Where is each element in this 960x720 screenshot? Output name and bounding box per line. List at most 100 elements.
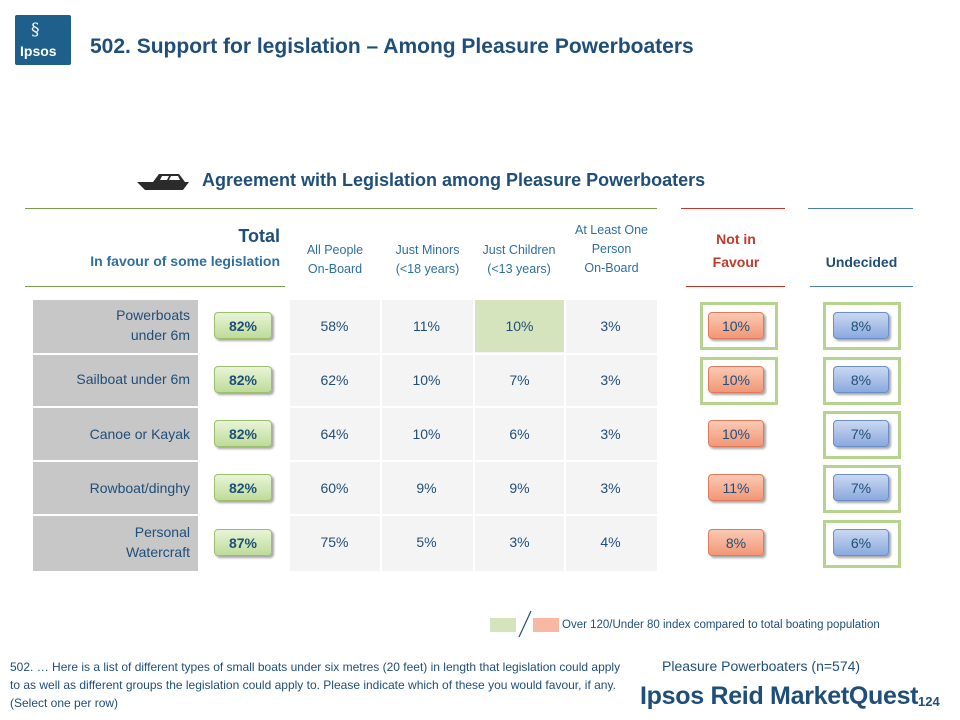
table-cell: 3% (600, 426, 621, 442)
not-in-favour-badge: 10% (708, 312, 764, 339)
row-label-personal-watercraft: Personal Watercraft (40, 522, 190, 562)
row-label-rowboat: Rowboat/dinghy (40, 478, 190, 498)
page-number: 124 (918, 694, 940, 709)
brand-logo: Ipsos Reid MarketQuest (640, 682, 919, 710)
col-header-not-in-favour: Not in Favour (686, 228, 786, 274)
table-cell: 3% (509, 534, 530, 550)
table-cell: 6% (509, 426, 530, 442)
total-heading: Total (238, 226, 280, 246)
col-header-line: Undecided (825, 254, 898, 270)
table-cell: 9% (416, 480, 437, 496)
col-header-just-minors: Just Minors (<18 years) (380, 241, 475, 279)
highlight-frame (700, 357, 778, 405)
header-rule-undecided-top (808, 208, 913, 209)
row-label-line: Rowboat/dinghy (89, 480, 190, 496)
table-cell-highlighted (475, 300, 564, 352)
table-cell: 7% (509, 372, 530, 388)
not-in-favour-badge: 8% (708, 529, 764, 556)
row-divider (33, 406, 198, 408)
highlight-frame (823, 302, 901, 350)
undecided-badge: 7% (833, 420, 889, 447)
legend-under-swatch (533, 618, 559, 632)
row-label-line: Personal (134, 524, 190, 540)
col-header-at-least-one: At Least One Person On-Board (563, 221, 660, 278)
undecided-badge: 8% (833, 312, 889, 339)
row-label-line: Sailboat under 6m (76, 371, 190, 387)
highlight-frame (823, 357, 901, 405)
logo-mark: § (31, 20, 40, 40)
col-header-line: All People (306, 243, 364, 257)
page-title: 502. Support for legislation – Among Ple… (90, 35, 694, 58)
legend-over-swatch (490, 618, 516, 632)
row-divider (290, 406, 657, 408)
total-value-badge: 82% (214, 312, 272, 339)
column-divider (380, 300, 382, 571)
total-value-badge: 87% (214, 529, 272, 556)
total-subheading: In favour of some legislation (90, 253, 280, 269)
highlight-frame (823, 465, 901, 513)
table-cell: 4% (600, 534, 621, 550)
header-rule-total (25, 286, 285, 287)
col-header-just-children: Just Children (<13 years) (473, 241, 565, 279)
col-header-line: Just Children (482, 243, 556, 257)
table-cell: 10% (412, 426, 441, 442)
row-divider (33, 353, 198, 355)
sample-size: Pleasure Powerboaters (n=574) (662, 658, 861, 674)
table-cell: 10% (505, 318, 534, 334)
row-divider (33, 460, 198, 462)
col-header-line: Just Minors (395, 243, 460, 257)
table-cell: 3% (600, 318, 621, 334)
row-divider (290, 460, 657, 462)
col-header-line: Not in (716, 231, 756, 247)
col-header-line: (<13 years) (487, 262, 551, 276)
column-divider (564, 300, 566, 571)
highlight-frame (823, 520, 901, 568)
row-divider (290, 353, 657, 355)
total-value-badge: 82% (214, 420, 272, 447)
total-value-badge: 82% (214, 366, 272, 393)
legend-text: Over 120/Under 80 index compared to tota… (562, 619, 880, 631)
table-cell: 10% (412, 372, 441, 388)
row-label-line: Canoe or Kayak (89, 426, 190, 442)
table-cell: 5% (416, 534, 437, 550)
row-label-powerboats: Powerboats under 6m (40, 305, 190, 345)
highlight-frame (700, 302, 778, 350)
table-cell: 58% (320, 318, 349, 334)
highlight-frame (823, 411, 901, 459)
row-divider (33, 514, 198, 516)
total-value-badge: 82% (214, 474, 272, 501)
not-in-favour-badge: 11% (708, 474, 764, 501)
col-header-line: At Least One (575, 223, 648, 237)
header-rule-undecided-bottom (810, 286, 913, 287)
table-cell: 64% (320, 426, 349, 442)
header-rule-main (25, 208, 657, 209)
not-in-favour-badge: 10% (708, 420, 764, 447)
table-cell: 75% (320, 534, 349, 550)
boat-icon (137, 174, 189, 190)
col-header-line: Person (591, 242, 632, 256)
undecided-badge: 7% (833, 474, 889, 501)
col-header-undecided: Undecided (810, 251, 913, 274)
undecided-badge: 6% (833, 529, 889, 556)
legend-slash-icon (518, 610, 532, 638)
table-cell: 62% (320, 372, 349, 388)
row-label-line: Watercraft (125, 544, 190, 560)
undecided-badge: 8% (833, 366, 889, 393)
not-in-favour-badge: 10% (708, 366, 764, 393)
table-cell: 60% (320, 480, 349, 496)
table-cell: 11% (413, 318, 440, 334)
question-footnote: 502. … Here is a list of different types… (10, 660, 621, 710)
table-cell: 3% (600, 480, 621, 496)
row-label-canoe: Canoe or Kayak (40, 424, 190, 444)
col-header-line: (<18 years) (395, 262, 460, 276)
header-rule-not-in-favour-top (681, 208, 785, 209)
table-subtitle: Agreement with Legislation among Pleasur… (202, 170, 706, 190)
row-label-line: Powerboats (116, 307, 190, 323)
logo-text: Ipsos (20, 43, 57, 59)
row-label-sailboat: Sailboat under 6m (40, 369, 190, 389)
table-cell: 3% (600, 372, 621, 388)
ipsos-logo: § Ipsos (15, 15, 71, 65)
col-header-all-people: All People On-Board (290, 241, 380, 279)
header-rule-not-in-favour-bottom (686, 286, 785, 287)
col-header-line: On-Board (307, 262, 363, 276)
